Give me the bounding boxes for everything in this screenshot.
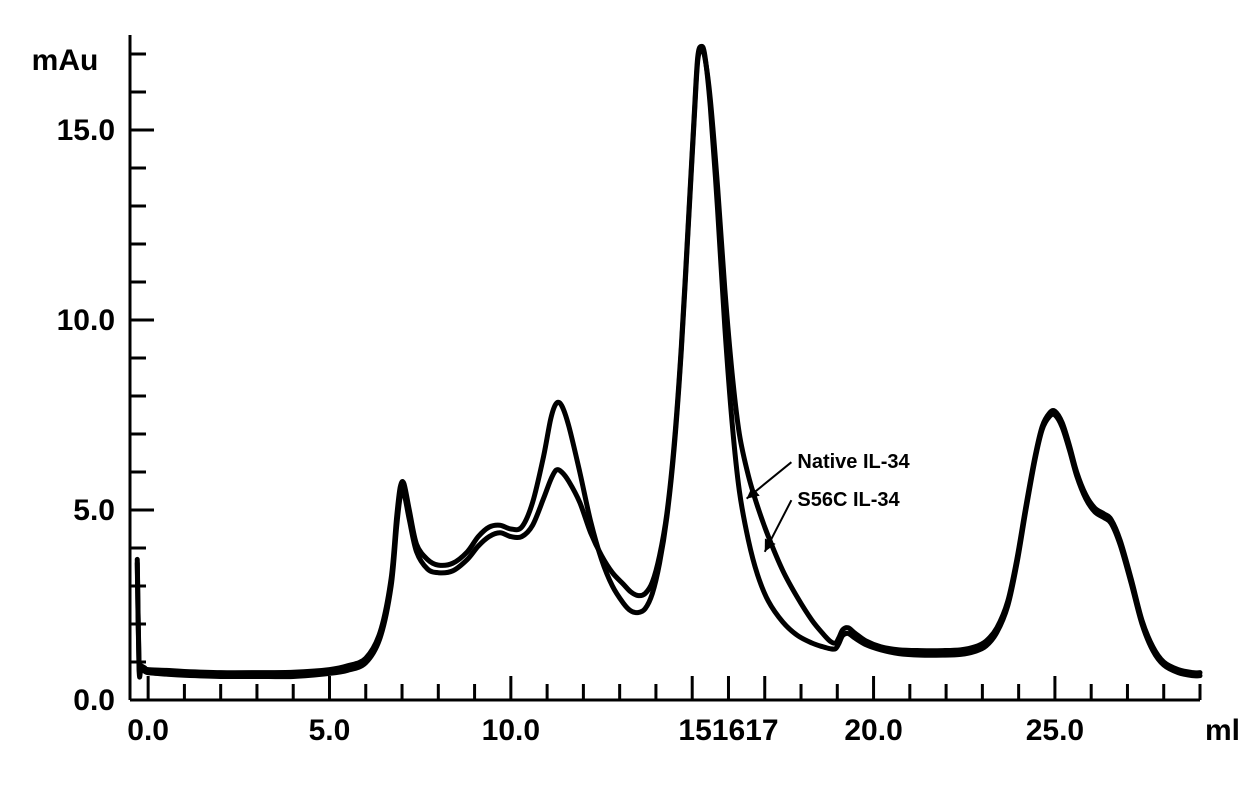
x-tick-label: 5.0 (309, 714, 351, 747)
x-tick-label: 10.0 (482, 714, 540, 747)
legend-label-1: S56C IL-34 (797, 489, 900, 511)
x-tick-label: 25.0 (1026, 714, 1084, 747)
chromatogram-chart: 0.0 5.0 10.0 20.0 25.0 151617 ml 0.0 5.0 10.0 15.0… (0, 0, 1240, 792)
legend-label-0: Native IL-34 (797, 451, 910, 473)
y-tick-label: 15.0 (57, 114, 115, 147)
x-tick-label: 0.0 (127, 714, 169, 747)
y-tick-label: 5.0 (73, 494, 115, 527)
x-tick-label-merged: 151617 (678, 714, 778, 747)
chart-svg: 0.0 5.0 10.0 20.0 25.0 151617 ml 0.0 5.0 10.0 15.0… (0, 0, 1240, 792)
y-axis-label: mAu (32, 44, 99, 77)
y-tick-label: 0.0 (73, 684, 115, 717)
y-tick-label: 10.0 (57, 304, 115, 337)
x-tick-label: 20.0 (844, 714, 902, 747)
x-axis-label: ml (1205, 714, 1240, 747)
